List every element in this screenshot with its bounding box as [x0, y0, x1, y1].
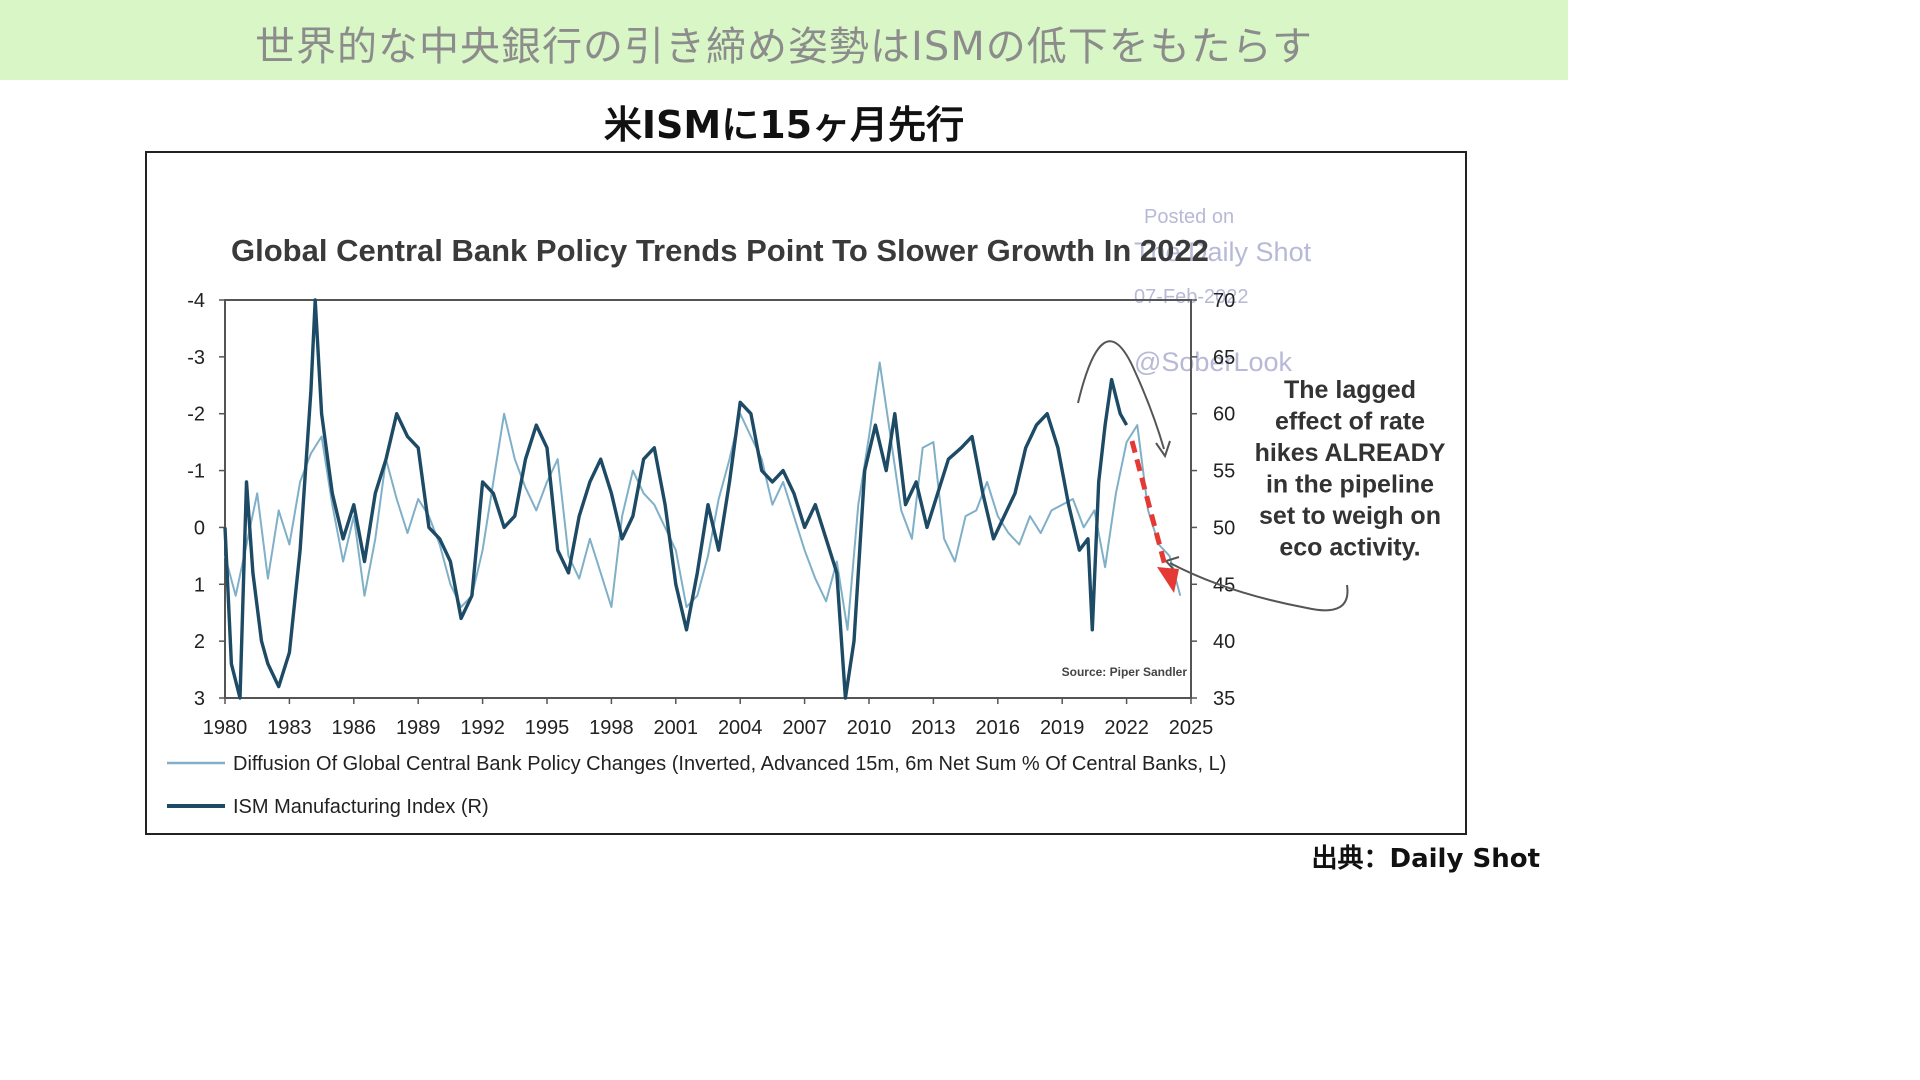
- y-left-tick-label: -3: [187, 347, 205, 369]
- y-left-tick-label: 3: [194, 688, 205, 710]
- curved-arrow-top: [1077, 340, 1165, 450]
- x-tick-label: 1995: [525, 717, 570, 739]
- x-tick-label: 2016: [976, 717, 1021, 739]
- legend: Diffusion Of Global Central Bank Policy …: [167, 753, 1226, 818]
- x-tick-label: 1989: [396, 717, 441, 739]
- x-tick-label: 2022: [1104, 717, 1149, 739]
- y-left-tick-label: 0: [194, 517, 205, 539]
- source-credit: 出典：Daily Shot: [1311, 844, 1540, 874]
- x-tick-label: 1992: [460, 717, 505, 739]
- y-left-tick-label: 2: [194, 631, 205, 653]
- watermark: Posted on The Daily Shot 07-Feb-2022 @Sober…: [1134, 206, 1312, 377]
- curved-arrow-bottom: [1169, 562, 1349, 612]
- y-right-tick-label: 60: [1213, 404, 1235, 426]
- y-right-tick-label: 55: [1213, 461, 1235, 483]
- x-tick-label: 1986: [332, 717, 377, 739]
- annotation-line: set to weigh on: [1259, 502, 1441, 530]
- watermark-line: @SoberLook: [1134, 347, 1293, 377]
- chart-svg: Posted on The Daily Shot 07-Feb-2022 @Sober…: [167, 206, 1446, 818]
- legend-label: ISM Manufacturing Index (R): [233, 796, 489, 818]
- red-arrow-head: [1157, 567, 1179, 593]
- x-tick-label: 2001: [654, 717, 699, 739]
- y-left-tick-label: -4: [187, 290, 205, 312]
- x-tick-label: 2004: [718, 717, 763, 739]
- x-tick-label: 1998: [589, 717, 634, 739]
- annotation-line: The lagged: [1284, 376, 1416, 404]
- annotation-line: hikes ALREADY: [1255, 439, 1446, 467]
- watermark-line: The Daily Shot: [1134, 237, 1312, 267]
- chart-frame: Posted on The Daily Shot 07-Feb-2022 @Sober…: [145, 151, 1467, 835]
- y-right-tick-label: 50: [1213, 517, 1235, 539]
- legend-label: Diffusion Of Global Central Bank Policy …: [233, 753, 1226, 775]
- x-tick-label: 1980: [203, 717, 248, 739]
- header-banner: 世界的な中央銀行の引き締め姿勢はISMの低下をもたらす: [0, 0, 1568, 80]
- y-right-tick-label: 70: [1213, 290, 1235, 312]
- y-right-tick-label: 65: [1213, 347, 1235, 369]
- y-right-tick-label: 35: [1213, 688, 1235, 710]
- series-line-1: [224, 361, 1182, 631]
- x-tick-label: 1983: [267, 717, 312, 739]
- banner-title: 世界的な中央銀行の引き締め姿勢はISMの低下をもたらす: [255, 24, 1313, 70]
- annotation-line: effect of rate: [1275, 408, 1425, 436]
- x-tick-label: 2007: [782, 717, 827, 739]
- y-left-tick-label: -2: [187, 404, 205, 426]
- x-tick-label: 2010: [847, 717, 892, 739]
- x-tick-label: 2013: [911, 717, 956, 739]
- series-line-2: [223, 298, 1129, 700]
- annotation: The lagged effect of rate hikes ALREADY in …: [1077, 340, 1446, 612]
- y-right-tick-label: 40: [1213, 631, 1235, 653]
- x-tick-label: 2019: [1040, 717, 1085, 739]
- source-note: Source: Piper Sandler: [1062, 665, 1188, 679]
- x-tick-label: 2025: [1169, 717, 1214, 739]
- watermark-line: 07-Feb-2022: [1134, 286, 1249, 308]
- y-left-tick-label: -1: [187, 461, 205, 483]
- y-left-tick-label: 1: [194, 574, 205, 596]
- arrow-head-top: [1155, 440, 1171, 459]
- slide-subtitle: 米ISMに15ヶ月先行: [603, 103, 965, 147]
- annotation-line: eco activity.: [1279, 534, 1420, 562]
- annotation-line: in the pipeline: [1266, 471, 1434, 499]
- chart-title: Global Central Bank Policy Trends Point …: [231, 233, 1209, 268]
- plot-border: [224, 299, 1192, 699]
- watermark-line: Posted on: [1144, 206, 1234, 228]
- plot-area: 1980 1983 1986 1989 1992 1995 1998 2001 2004 2007…: [187, 290, 1235, 739]
- red-dashed-arrow: [1129, 440, 1170, 574]
